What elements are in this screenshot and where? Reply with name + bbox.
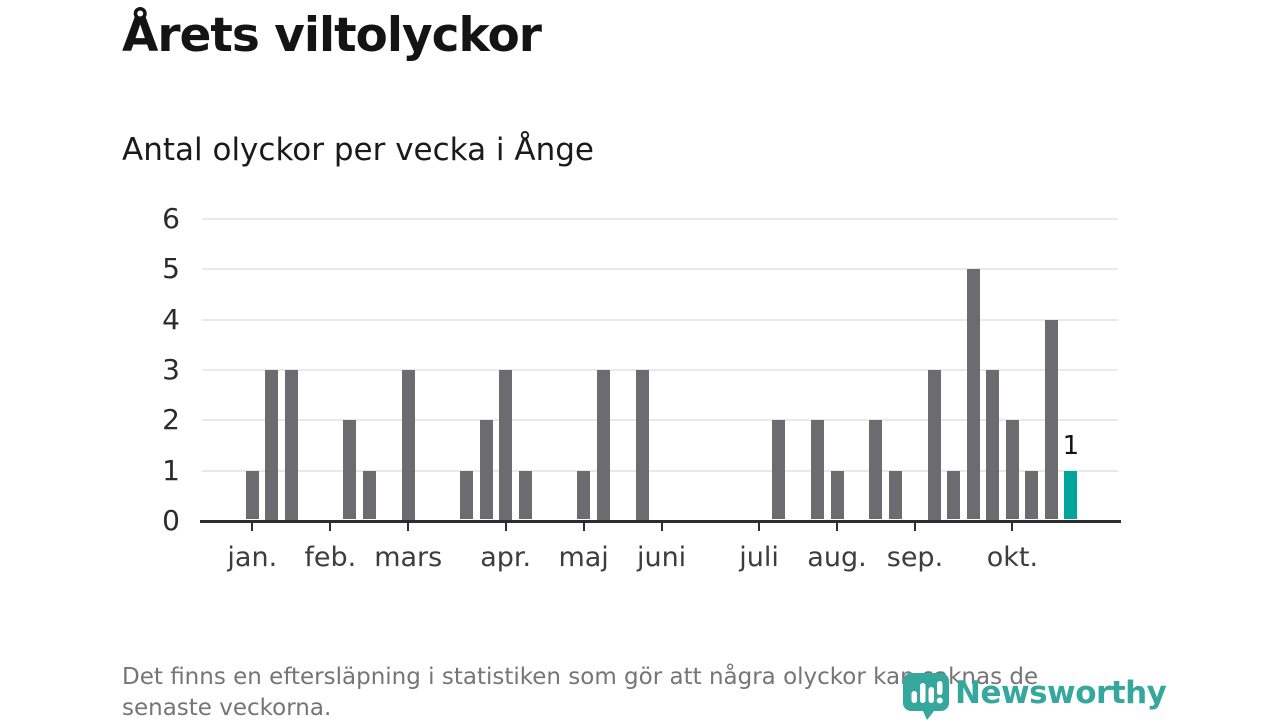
bar-week-12 — [460, 470, 474, 520]
highlight-value-label: 1 — [1062, 430, 1080, 461]
bar-week-3 — [284, 370, 298, 520]
x-tick-aug — [836, 522, 838, 531]
x-axis-label-jan: jan. — [227, 542, 278, 573]
bar-week-1 — [245, 470, 259, 520]
page-title: Årets viltolyckor — [122, 8, 542, 63]
bar-week-31 — [830, 470, 844, 520]
bar-week-21 — [635, 370, 649, 520]
y-axis-label-0: 0 — [162, 504, 180, 537]
y-axis-label-4: 4 — [162, 302, 180, 336]
bar-week-13 — [479, 420, 493, 520]
bar-week-40 — [1005, 420, 1019, 520]
y-axis-label-6: 6 — [162, 202, 180, 235]
x-tick-jan — [251, 522, 254, 531]
x-axis-label-sep: sep. — [886, 542, 944, 573]
bar-week-9 — [401, 370, 415, 520]
bar-week-37 — [947, 470, 961, 520]
gridline-4 — [202, 318, 1118, 321]
x-axis-label-juni: juni — [636, 542, 687, 573]
bar-week-43-highlighted — [1064, 470, 1078, 520]
bar-week-15 — [518, 470, 532, 520]
x-tick-juni — [660, 522, 663, 531]
x-axis-line — [200, 519, 1121, 523]
bar-week-36 — [927, 370, 941, 520]
x-tick-apr — [504, 522, 507, 531]
y-axis-label-3: 3 — [162, 353, 180, 386]
gridline-3 — [202, 369, 1118, 371]
footnote: Det finns en eftersläpning i statistiken… — [122, 664, 1039, 720]
bar-week-38 — [966, 269, 980, 520]
y-axis-label-1: 1 — [162, 453, 180, 487]
bar-week-6 — [343, 420, 357, 520]
bar-week-18 — [577, 470, 591, 520]
gridline-5 — [202, 268, 1118, 271]
x-tick-mars — [407, 522, 410, 531]
x-axis-label-feb: feb. — [304, 542, 357, 573]
gridline-1 — [202, 469, 1118, 472]
x-tick-okt — [1011, 522, 1014, 531]
brand-name: Newsworthy — [955, 675, 1167, 711]
bar-week-42 — [1044, 319, 1058, 520]
gridline-6 — [202, 218, 1118, 220]
x-tick-feb — [329, 522, 332, 531]
chart-subtitle: Antal olyckor per vecka i Ånge — [122, 132, 594, 168]
y-axis-label-2: 2 — [162, 403, 180, 437]
bar-week-39 — [986, 370, 1000, 520]
newsworthy-bubble-barchart-icon — [903, 673, 949, 720]
bar-week-7 — [362, 470, 376, 520]
x-tick-maj — [582, 522, 585, 531]
x-axis-label-okt: okt. — [986, 542, 1039, 573]
newsworthy-logo: Newsworthy — [903, 673, 1167, 720]
x-axis-label-apr: apr. — [480, 542, 532, 573]
bar-week-33 — [869, 420, 883, 520]
x-axis-label-mars: mars — [374, 542, 443, 573]
gridline-2 — [202, 419, 1118, 422]
bar-week-41 — [1025, 470, 1039, 520]
x-axis-label-juli: juli — [739, 542, 779, 573]
x-axis-label-maj: maj — [558, 542, 609, 573]
x-tick-sep — [913, 522, 916, 531]
bar-week-2 — [265, 370, 279, 520]
x-axis-label-aug: aug. — [807, 542, 867, 573]
bar-week-14 — [499, 370, 513, 520]
x-tick-juli — [758, 522, 761, 531]
bar-week-34 — [888, 470, 902, 520]
bar-week-28 — [772, 420, 786, 520]
bar-week-30 — [811, 420, 824, 520]
bar-week-19 — [596, 370, 610, 520]
y-axis-label-5: 5 — [162, 252, 180, 286]
